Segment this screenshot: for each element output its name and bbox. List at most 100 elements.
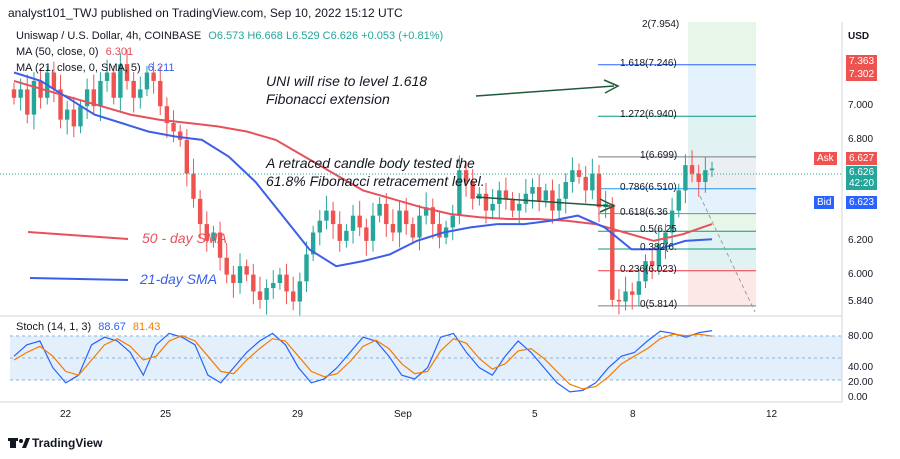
ma50-legend-label: MA (50, close, 0) — [16, 46, 99, 58]
candle-body — [570, 170, 575, 182]
time-tick: 8 — [630, 409, 636, 420]
candle-body — [497, 190, 502, 204]
fib-zone — [688, 156, 756, 189]
candle-body — [563, 181, 568, 199]
last-price-badge: 6.626 42:20 — [846, 166, 878, 190]
ma21-legend-label: MA (21, close, 0, SMA, 5) — [16, 62, 141, 74]
price-tick: 5.840 — [848, 295, 874, 307]
candle-body — [237, 266, 243, 284]
annotation-rise: UNI will rise to level 1.618 Fibonacci e… — [266, 72, 427, 108]
last-price: 6.626 — [849, 167, 875, 178]
annotation-retrace-line2: 61.8% Fibonacci retracement level. — [266, 173, 485, 189]
candle-body — [483, 193, 489, 211]
candle-body — [98, 80, 103, 107]
stoch-d-line — [13, 333, 713, 390]
candle-body — [370, 215, 376, 241]
candle-body — [131, 80, 136, 98]
stoch-k-line — [13, 330, 713, 393]
candle-body — [523, 193, 529, 204]
sma50-label: 50 - day SMA — [142, 230, 227, 246]
candle-body — [177, 131, 183, 140]
candle-body — [689, 165, 695, 174]
symbol-name: Uniswap / U.S. Dollar, 4h, COINBASE — [16, 30, 202, 42]
price-tick: 6.800 — [848, 133, 874, 145]
time-tick: 22 — [60, 409, 72, 420]
candle-body — [151, 72, 156, 81]
candle-body — [636, 281, 642, 295]
annotation-rise-line2: Fibonacci extension — [266, 91, 390, 107]
ma50-legend: MA (50, close, 0) 6.301 — [16, 46, 133, 58]
candle-body — [91, 89, 96, 107]
candle-body — [84, 89, 90, 107]
price-tick: 6.000 — [848, 268, 874, 280]
fib-zone — [688, 22, 756, 65]
fib-zone — [688, 248, 756, 271]
candle-body — [291, 291, 296, 302]
candle-body — [357, 215, 362, 228]
candle-body — [470, 181, 475, 199]
candle-body — [550, 190, 555, 211]
candle-body — [111, 72, 116, 98]
candle-body — [350, 215, 356, 231]
candle-body — [556, 198, 562, 211]
candle-body — [623, 291, 628, 302]
candle-body — [118, 64, 123, 98]
tradingview-wordmark: TradingView — [32, 436, 103, 450]
candle-body — [244, 266, 249, 275]
candle-body — [450, 215, 455, 228]
stoch-legend-label: Stoch (14, 1, 3) — [16, 321, 92, 333]
candle-body — [503, 190, 509, 199]
ma21-legend-value: 6.211 — [147, 62, 175, 74]
fib-level-label: 0.5(6.25 — [640, 224, 677, 236]
candle-body — [337, 224, 342, 241]
candle-body — [124, 64, 130, 81]
candle-body — [703, 170, 708, 182]
stoch-k-value: 88.67 — [98, 321, 126, 333]
candle-body — [297, 281, 303, 302]
stoch-tick: 20.00 — [848, 376, 874, 388]
candle-body — [643, 261, 648, 282]
candle-body — [536, 187, 542, 201]
candle-body — [669, 210, 675, 233]
candle-body — [457, 170, 462, 216]
stoch-legend: Stoch (14, 1, 3) 88.67 81.43 — [16, 321, 160, 333]
fib-zone — [688, 64, 756, 117]
candle-body — [530, 187, 535, 194]
fib-level-label: 1.272(6.940) — [620, 109, 677, 121]
candle-body — [78, 106, 83, 127]
candle-body — [630, 291, 635, 295]
candle-body — [257, 291, 263, 300]
candle-body — [191, 173, 196, 199]
candle-body — [610, 203, 615, 300]
candle-body — [164, 106, 170, 124]
fib-level-label: 0.382(6. — [640, 241, 677, 253]
candle-body — [330, 210, 336, 225]
symbol-legend: Uniswap / U.S. Dollar, 4h, COINBASE O6.5… — [16, 30, 443, 42]
candle-body — [284, 274, 289, 292]
fib-zone — [688, 188, 756, 214]
candle-body — [517, 203, 522, 211]
fib-level-label: 0(5.814) — [640, 298, 678, 310]
candle-body — [656, 244, 662, 267]
candle-body — [264, 288, 269, 300]
ask-label[interactable]: Ask — [814, 152, 837, 165]
fib-level-label: 0.786(6.510) — [620, 181, 677, 193]
candle-body — [397, 210, 402, 233]
candle-body — [477, 193, 482, 199]
annotation-retrace: A retraced candle body tested the 61.8% … — [266, 154, 485, 190]
bid-label[interactable]: Bid — [814, 196, 835, 209]
candle-body — [616, 299, 622, 302]
ask-price: 6.627 — [846, 152, 878, 165]
fib-level-label: 1(6.699) — [640, 149, 678, 161]
candle-body — [271, 283, 276, 289]
fib-level-label: 0.236(6.023) — [620, 263, 677, 275]
fib-zone — [688, 270, 756, 306]
candle-body — [590, 173, 595, 191]
tradingview-logo-icon — [8, 438, 30, 448]
candle-body — [430, 207, 435, 225]
time-tick: 29 — [292, 409, 304, 420]
candle-body — [317, 220, 322, 233]
candle-body — [104, 72, 110, 81]
